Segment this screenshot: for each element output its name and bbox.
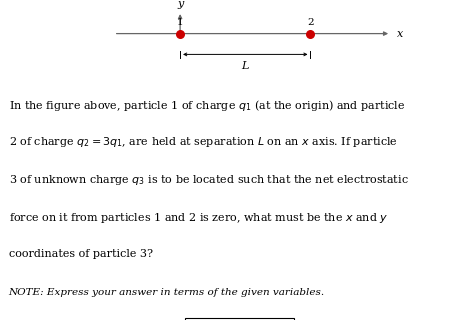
Text: x: x	[397, 28, 403, 39]
Text: 2: 2	[307, 18, 314, 27]
Text: In the figure above, particle 1 of charge $q_1$ (at the origin) and particle: In the figure above, particle 1 of charg…	[9, 98, 405, 113]
Point	[307, 31, 314, 36]
Text: NOTE: Express your answer in terms of the given variables.: NOTE: Express your answer in terms of th…	[9, 288, 325, 297]
Text: y: y	[177, 0, 183, 9]
Text: coordinates of particle 3?: coordinates of particle 3?	[9, 249, 153, 259]
Text: L: L	[242, 61, 249, 71]
Text: force on it from particles 1 and 2 is zero, what must be the $x$ and $y$: force on it from particles 1 and 2 is ze…	[9, 211, 388, 225]
Text: 1: 1	[177, 18, 183, 27]
FancyBboxPatch shape	[185, 318, 294, 320]
Text: 2 of charge $q_2 = 3q_1$, are held at separation $L$ on an $x$ axis. If particle: 2 of charge $q_2 = 3q_1$, are held at se…	[9, 135, 397, 149]
Text: 3 of unknown charge $q_3$ is to be located such that the net electrostatic: 3 of unknown charge $q_3$ is to be locat…	[9, 173, 408, 187]
Point	[176, 31, 184, 36]
